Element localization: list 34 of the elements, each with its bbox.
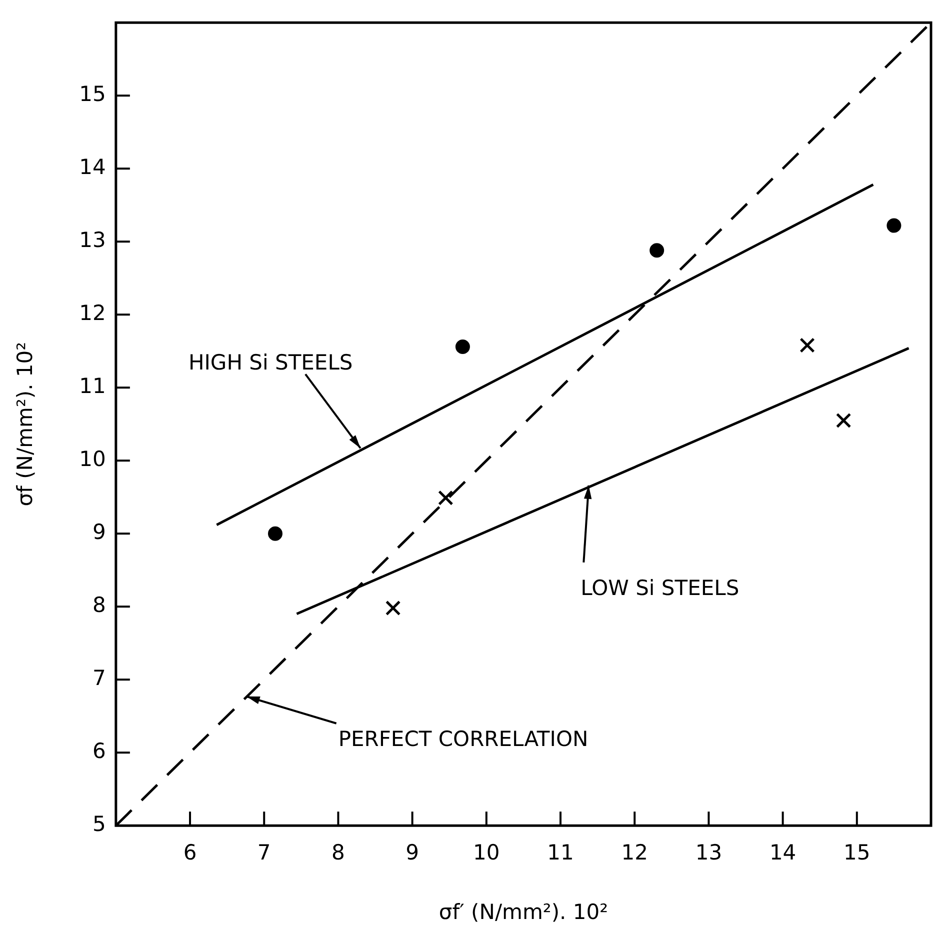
- y-tick-label: 14: [79, 155, 106, 180]
- x-tick-label: 6: [183, 840, 197, 865]
- x-tick-label: 14: [769, 840, 796, 865]
- x-axis-title: σf′ (N/mm²). 10²: [438, 900, 608, 924]
- annotation: HIGH Si STEELS: [188, 350, 353, 375]
- x-tick-label: 10: [473, 840, 500, 865]
- y-tick-label: 11: [79, 374, 106, 398]
- annotation: LOW Si STEELS: [580, 576, 740, 600]
- point: [438, 490, 454, 506]
- point: [385, 600, 401, 616]
- point: [836, 412, 852, 428]
- x-tick-label: 11: [547, 840, 574, 865]
- y-tick-label: 15: [79, 82, 106, 106]
- y-tick-label: 10: [79, 447, 106, 472]
- x-tick-label: 8: [332, 840, 345, 865]
- y-tick-label: 6: [92, 739, 106, 764]
- y-tick-label: 13: [79, 228, 106, 252]
- point: [268, 526, 282, 541]
- x-tick-label: 12: [621, 840, 648, 865]
- y-tick-label: 9: [92, 520, 106, 544]
- y-tick-label: 12: [79, 301, 106, 326]
- x-tick-label: 15: [844, 840, 870, 865]
- y-tick-label: 5: [92, 812, 106, 836]
- annotation: PERFECT CORRELATION: [338, 726, 588, 751]
- y-tick-label: 8: [92, 593, 106, 618]
- point: [455, 339, 470, 354]
- y-tick-label: 7: [92, 666, 106, 690]
- point: [800, 338, 815, 353]
- x-tick-label: 9: [406, 840, 419, 865]
- point: [886, 218, 902, 233]
- x-tick-label: 13: [695, 840, 722, 865]
- y-axis-title: σf (N/mm²). 10²: [13, 342, 38, 506]
- point: [650, 243, 664, 258]
- x-tick-label: 7: [257, 840, 271, 865]
